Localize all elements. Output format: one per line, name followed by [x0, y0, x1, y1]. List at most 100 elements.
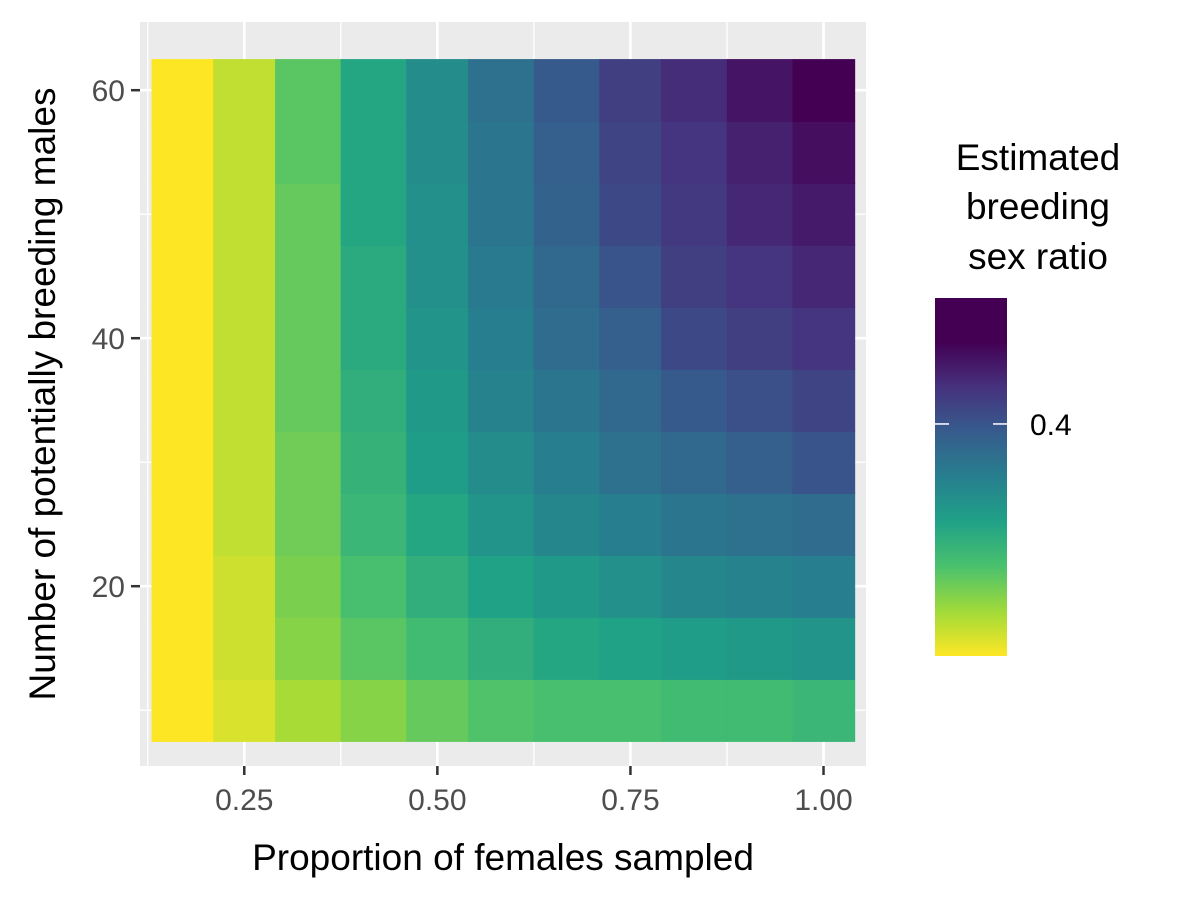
heatmap-cell [792, 307, 856, 370]
heatmap-cell [406, 431, 469, 494]
heatmap-cell [275, 183, 342, 246]
heatmap-cell [275, 59, 342, 122]
heatmap-cell [340, 555, 408, 618]
heatmap-cell [406, 183, 469, 246]
heatmap-cell [406, 493, 469, 556]
heatmap-cell [151, 59, 215, 122]
heatmap-cell [533, 121, 601, 184]
heatmap-cell [661, 307, 728, 370]
heatmap-cell [533, 617, 601, 680]
x-axis-title: Proportion of females sampled [252, 837, 754, 878]
heatmap-cell [599, 183, 663, 246]
heatmap-cell [533, 679, 601, 742]
heatmap-cell [151, 555, 215, 618]
heatmap-cell [275, 369, 342, 432]
heatmap-cell [213, 555, 276, 618]
heatmap-cell [213, 307, 276, 370]
heatmap-cell [275, 307, 342, 370]
heatmap-cell [340, 121, 408, 184]
heatmap-cell [151, 679, 215, 742]
x-tick-label: 1.00 [794, 784, 852, 817]
heatmap-cell [533, 245, 601, 308]
heatmap-cell [533, 307, 601, 370]
heatmap-cell [151, 369, 215, 432]
heatmap-cell [275, 431, 342, 494]
x-axis: 0.25 0.50 0.75 1.00 [215, 766, 853, 817]
y-axis: 20 40 60 [92, 75, 140, 604]
heatmap-cell [661, 555, 728, 618]
heatmap-cell [275, 493, 342, 556]
heatmap-cell [275, 679, 342, 742]
heatmap-cell [599, 679, 663, 742]
heatmap-cell [340, 617, 408, 680]
heatmap-cell [468, 59, 535, 122]
heatmap-cell [792, 369, 856, 432]
heatmap-cell [726, 59, 794, 122]
y-tick-label: 60 [92, 75, 125, 108]
heatmap-cell [661, 493, 728, 556]
heatmap-cell [151, 617, 215, 680]
legend: Estimated breeding sex ratio 0.4 [935, 137, 1120, 656]
heatmap-cell [213, 369, 276, 432]
heatmap-cell [599, 369, 663, 432]
heatmap-cell [151, 183, 215, 246]
heatmap-cell [468, 617, 535, 680]
heatmap-cell [792, 617, 856, 680]
heatmap-cell [533, 59, 601, 122]
heatmap-cell [726, 679, 794, 742]
heatmap-cell [533, 493, 601, 556]
heatmap-cell [792, 431, 856, 494]
heatmap-cell [406, 369, 469, 432]
heatmap-cell [213, 121, 276, 184]
heatmap-cell [661, 679, 728, 742]
heatmap-cell [213, 183, 276, 246]
heatmap-cell [406, 307, 469, 370]
heatmap-cell [533, 431, 601, 494]
heatmap-cell [661, 369, 728, 432]
heatmap-cell [213, 679, 276, 742]
heatmap-cell [792, 245, 856, 308]
legend-title-line-2: breeding [966, 186, 1110, 227]
heatmap-cell [792, 59, 856, 122]
heatmap-cell [661, 183, 728, 246]
heatmap-cell [726, 183, 794, 246]
heatmap-cell [468, 493, 535, 556]
heatmap-cell [340, 493, 408, 556]
heatmap-cell [468, 431, 535, 494]
heatmap-cell [726, 369, 794, 432]
heatmap-cell [599, 555, 663, 618]
heatmap-cell [275, 245, 342, 308]
heatmap-cell [726, 431, 794, 494]
legend-title-line-3: sex ratio [968, 236, 1108, 277]
heatmap-cell [661, 245, 728, 308]
heatmap-cell [792, 121, 856, 184]
heatmap-cell [726, 493, 794, 556]
y-tick-label: 20 [92, 571, 125, 604]
heatmap-cell [792, 493, 856, 556]
heatmap-cell [406, 59, 469, 122]
heatmap-cell [726, 121, 794, 184]
heatmap-cell [599, 493, 663, 556]
heatmap-cell [151, 307, 215, 370]
heatmap-cell [340, 245, 408, 308]
heatmap-cell [533, 555, 601, 618]
heatmap-cell [792, 183, 856, 246]
legend-title-line-1: Estimated [956, 137, 1121, 178]
heatmap-cell [406, 555, 469, 618]
heatmap-cell [275, 555, 342, 618]
heatmap-cell [599, 121, 663, 184]
heatmap-cell [726, 245, 794, 308]
heatmap-cell [340, 59, 408, 122]
heatmap-cell [792, 679, 856, 742]
legend-colorbar [935, 298, 1007, 656]
heatmap-cell [340, 679, 408, 742]
heatmap-cell [340, 369, 408, 432]
heatmap-cell [661, 617, 728, 680]
heatmap-cell [213, 245, 276, 308]
heatmap-cell [599, 617, 663, 680]
heatmap-cell [213, 431, 276, 494]
heatmap-cell [275, 121, 342, 184]
heatmap-cells [151, 59, 856, 742]
x-tick-label: 0.75 [601, 784, 659, 817]
